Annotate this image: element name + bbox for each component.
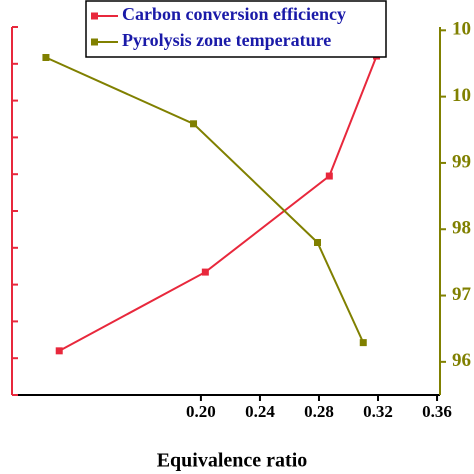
legend-box [85,0,387,58]
y2-tick-label: 98 [452,218,471,239]
y2-tick-label: 97 [452,284,472,305]
data-point [42,54,50,62]
x-tick-label: 0.28 [304,402,334,421]
x-tick-label: 0.36 [422,402,452,421]
x-axis-label: Equivalence ratio [157,450,308,472]
x-tick-label: 0.24 [245,402,275,421]
y2-tick-label: 96 [452,350,471,371]
x-tick-label: 0.20 [186,402,216,421]
series-line [45,56,365,344]
data-point [201,268,209,276]
series-line [58,55,378,352]
y2-tick-label: 10 [452,85,471,106]
data-point [190,120,198,128]
x-tick-label: 0.32 [363,402,393,421]
legend-marker [91,38,98,46]
data-point [325,172,333,180]
legend-label: Pyrolysis zone temperature [122,30,331,50]
legend-marker [91,12,98,20]
data-point [55,347,63,355]
data-point [359,339,367,347]
y2-tick-label: 10 [452,19,471,40]
data-point [314,238,322,246]
y2-tick-label: 99 [452,151,471,172]
legend-label: Carbon conversion efficiency [122,4,346,24]
